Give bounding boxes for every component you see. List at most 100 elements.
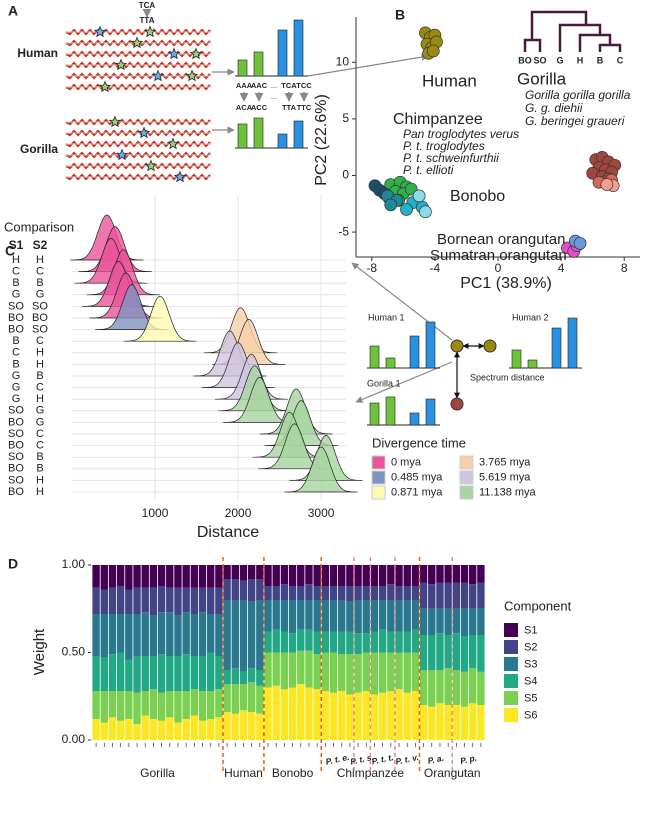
icon-bar [409, 335, 420, 369]
dna-strand [65, 50, 211, 58]
bar-segment [166, 717, 174, 740]
icon-bar [425, 398, 436, 426]
sample-label: Gorilla 1 [367, 378, 401, 388]
x-tick-label: -8 [366, 261, 377, 275]
bar-segment [215, 717, 223, 740]
bar-segment [280, 689, 289, 740]
s2-label: SO [32, 324, 48, 336]
column-header: S2 [33, 238, 48, 252]
bar-segment [477, 565, 485, 583]
bar-segment [239, 600, 248, 672]
s1-label: B [12, 277, 19, 289]
s1-label: SO [8, 474, 24, 486]
bar-segment [460, 706, 469, 740]
kmer: TTC [297, 103, 312, 112]
bar-segment [362, 691, 370, 740]
arrow [307, 53, 429, 77]
series-label: P. t. schweinfurthii [403, 151, 499, 165]
bar-segment [469, 584, 477, 609]
bar-segment [149, 719, 158, 740]
bar-segment [174, 615, 182, 656]
bar-segment [198, 720, 207, 740]
bar-segment [313, 654, 321, 690]
edge-label: Spectrum distance [470, 372, 545, 382]
series-label: G. g. diehii [525, 101, 583, 115]
bar-segment [141, 715, 149, 740]
bar-segment [280, 565, 289, 585]
node [483, 339, 497, 353]
icon-bar [567, 317, 578, 369]
group-label: Bonobo [272, 766, 314, 780]
series-label: Bornean orangutan [437, 231, 565, 248]
bar-segment [100, 614, 108, 658]
legend-swatch [504, 640, 518, 654]
bar-segment [264, 652, 272, 688]
bar-segment [436, 582, 444, 609]
point [426, 44, 440, 58]
bar-segment [403, 652, 411, 693]
legend-label: 0.871 mya [391, 486, 443, 498]
bar-segment [100, 691, 108, 723]
bar-segment [378, 565, 387, 586]
bar-segment [370, 631, 379, 653]
bar-segment [321, 586, 330, 600]
bar-segment [452, 565, 461, 583]
kmer: ACA [236, 103, 253, 112]
bar-segment [395, 586, 403, 600]
icon-bar [237, 59, 248, 77]
bar-segment [419, 565, 428, 583]
bar-segment [403, 586, 411, 600]
bar-segment [100, 657, 108, 691]
mutation-star [189, 47, 203, 60]
subgroup-label: P. a. [427, 753, 445, 766]
kmer: TCC [296, 81, 312, 90]
bar-segment [411, 691, 420, 740]
point [600, 178, 614, 191]
sample-label: Human 2 [512, 312, 549, 322]
bar-segment [239, 565, 248, 581]
s2-label: BO [32, 312, 48, 324]
bar-segment [370, 600, 379, 632]
bar-segment [174, 587, 182, 616]
bar-segment [288, 586, 297, 600]
s2-label: H [36, 486, 44, 498]
bar-segment [370, 586, 379, 600]
bar-segment [329, 692, 338, 740]
bar-segment [182, 691, 190, 719]
bar-segment [469, 668, 477, 704]
mutation-star [108, 115, 122, 128]
bar-segment [428, 584, 436, 609]
icon-bar [253, 117, 264, 149]
y-tick-label: -5 [338, 224, 349, 238]
sample-label: Human 1 [368, 312, 405, 322]
y-axis-label: Weight [31, 628, 48, 675]
bar-segment [387, 631, 395, 653]
node [450, 397, 464, 411]
bar-segment [387, 691, 395, 740]
icon-bar [409, 412, 420, 426]
tree-label: G [556, 55, 563, 65]
bar-segment [419, 608, 428, 635]
row-header: Comparison [4, 219, 74, 234]
bar-segment [174, 722, 182, 740]
bar-segment [444, 582, 452, 609]
bar-segment [403, 631, 411, 653]
bar-segment [280, 652, 289, 690]
bar-segment [166, 612, 174, 656]
bar-segment [460, 636, 469, 672]
bar-segment [239, 580, 248, 600]
bar-segment [411, 600, 420, 630]
bar-segment [329, 631, 338, 653]
mutation-star [137, 126, 151, 139]
bar-segment [469, 565, 477, 585]
bar-segment [272, 629, 280, 653]
tree-label: C [617, 55, 624, 65]
ellipsis: ... [271, 81, 277, 90]
bar-segment [338, 586, 346, 600]
x-axis-label: Distance [197, 524, 259, 541]
bar-segment [419, 582, 428, 609]
bar-segment [207, 587, 215, 614]
bar-segment [239, 710, 248, 740]
bar-segment [182, 654, 190, 691]
